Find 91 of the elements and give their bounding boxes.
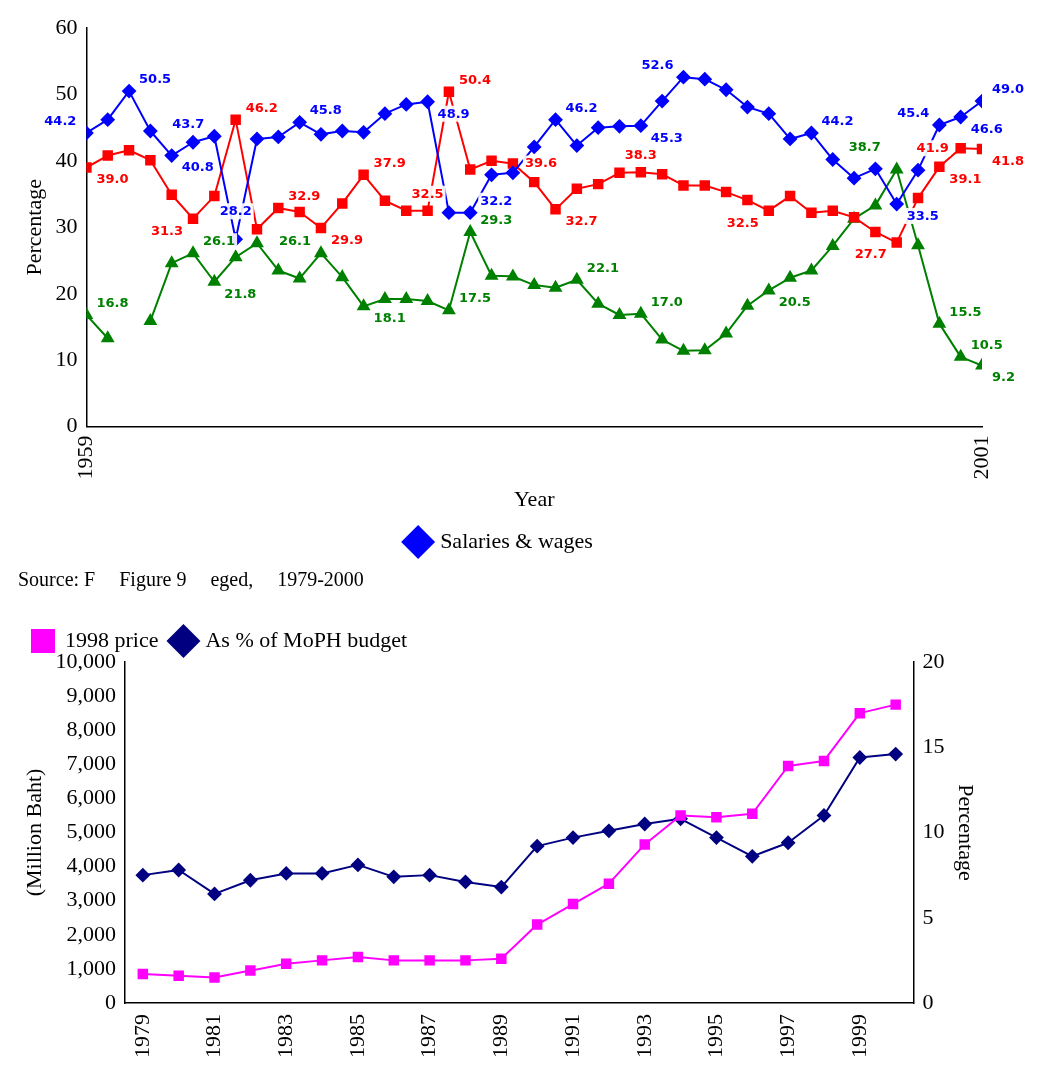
- data-label: 46.2: [565, 99, 598, 115]
- y2-axis-title: Percentage: [954, 784, 980, 881]
- data-label: 26.1: [203, 233, 236, 249]
- x-tick-label: 1983: [272, 1014, 298, 1058]
- data-label: 44.2: [821, 112, 854, 128]
- data-label: 52.6: [641, 57, 674, 73]
- data-label: 39.6: [524, 155, 557, 171]
- data-label: 39.0: [96, 171, 129, 187]
- data-label: 32.9: [288, 187, 321, 203]
- x-tick-label: 1999: [845, 1014, 871, 1058]
- x-tick-label: 1987: [415, 1014, 441, 1058]
- x-tick-label: 1997: [773, 1014, 799, 1058]
- y-tick-label: 0: [104, 988, 116, 1014]
- data-label: 50.5: [139, 70, 172, 86]
- source-note: Source: F: [18, 568, 96, 592]
- x-tick-label: 1989: [487, 1014, 513, 1058]
- x-tick-label: 1991: [558, 1014, 584, 1058]
- x-tick-label: 1979: [128, 1014, 154, 1058]
- x-tick-label: 1959: [72, 435, 98, 480]
- data-label: 50.4: [458, 71, 491, 87]
- data-label: 9.2: [992, 369, 1016, 385]
- data-label: 16.8: [96, 294, 129, 310]
- data-label: 43.7: [172, 116, 205, 132]
- data-label: 48.9: [437, 105, 470, 121]
- data-label: 44.2: [44, 112, 77, 128]
- data-label: 17.0: [650, 293, 683, 309]
- data-label: 28.2: [219, 203, 252, 219]
- data-label: 45.4: [897, 104, 930, 120]
- data-label: 22.1: [586, 259, 619, 275]
- x-tick-label: 2001: [967, 435, 993, 480]
- y-tick-label: 0: [66, 412, 78, 438]
- y2-tick-label: 20: [922, 647, 945, 673]
- data-label: 29.3: [480, 211, 513, 227]
- y-tick-label: 60: [55, 13, 78, 39]
- data-label: 45.3: [650, 129, 683, 145]
- y-tick-label: 10: [55, 345, 78, 371]
- data-label: 33.5: [906, 207, 939, 223]
- x-tick-label: 1993: [630, 1014, 656, 1058]
- data-label: 41.9: [916, 140, 949, 156]
- x-axis-title: Year: [513, 485, 556, 511]
- data-label: 49.0: [992, 80, 1025, 96]
- y2-tick-label: 10: [922, 818, 945, 844]
- data-label: 38.3: [624, 147, 657, 163]
- y-tick-label: 50: [55, 80, 78, 106]
- data-label: 32.5: [411, 185, 444, 201]
- y2-tick-label: 0: [922, 988, 934, 1014]
- data-label: 20.5: [778, 294, 811, 310]
- y-axis-title: (Million Baht): [20, 768, 46, 897]
- x-tick-label: 1995: [702, 1014, 728, 1058]
- x-tick-label: 1981: [200, 1014, 226, 1058]
- y-tick-label: 4,000: [66, 852, 116, 878]
- data-label: 41.8: [992, 152, 1025, 168]
- y-tick-label: 1,000: [66, 954, 116, 980]
- data-label: 21.8: [224, 285, 257, 301]
- y-axis-title: Percentage: [20, 179, 46, 276]
- data-label: 45.8: [309, 102, 342, 118]
- data-label: 37.9: [373, 154, 406, 170]
- data-label: 10.5: [970, 336, 1003, 352]
- y-tick-label: 6,000: [66, 784, 116, 810]
- data-label: 39.1: [949, 170, 982, 186]
- caption: Figure 9: [119, 568, 187, 593]
- legend-label: As % of MoPH budget: [205, 626, 408, 652]
- data-label: 18.1: [373, 310, 406, 326]
- data-label: 15.5: [949, 303, 982, 319]
- data-label: 32.2: [480, 192, 513, 208]
- y-tick-label: 7,000: [66, 750, 116, 776]
- y-tick-label: 30: [55, 213, 78, 239]
- data-label: 29.9: [330, 231, 364, 247]
- data-label: 31.3: [150, 222, 184, 238]
- y-tick-label: 3,000: [66, 886, 116, 912]
- data-label: 32.5: [726, 214, 759, 230]
- y-tick-label: 40: [55, 146, 78, 172]
- y-tick-label: 8,000: [66, 715, 116, 741]
- y2-tick-label: 15: [922, 733, 945, 759]
- data-label: 26.1: [278, 233, 311, 249]
- y-tick-label: 20: [55, 279, 78, 305]
- x-tick-label: 1985: [343, 1014, 369, 1058]
- data-label: 32.7: [565, 213, 598, 229]
- y-tick-label: 9,000: [66, 681, 116, 707]
- data-label: 27.7: [854, 246, 887, 262]
- legend-label: Salaries & wages: [440, 527, 593, 553]
- data-label: 40.8: [181, 159, 214, 175]
- y2-tick-label: 5: [922, 903, 934, 929]
- text: eged,: [210, 568, 254, 593]
- data-label: 38.7: [848, 139, 881, 155]
- y-tick-label: 5,000: [66, 818, 116, 844]
- data-label: 17.5: [458, 290, 491, 306]
- data-label: 46.6: [970, 120, 1003, 136]
- y-tick-label: 2,000: [66, 920, 116, 946]
- text: 1979-2000: [277, 568, 364, 592]
- data-label: 46.2: [245, 99, 278, 115]
